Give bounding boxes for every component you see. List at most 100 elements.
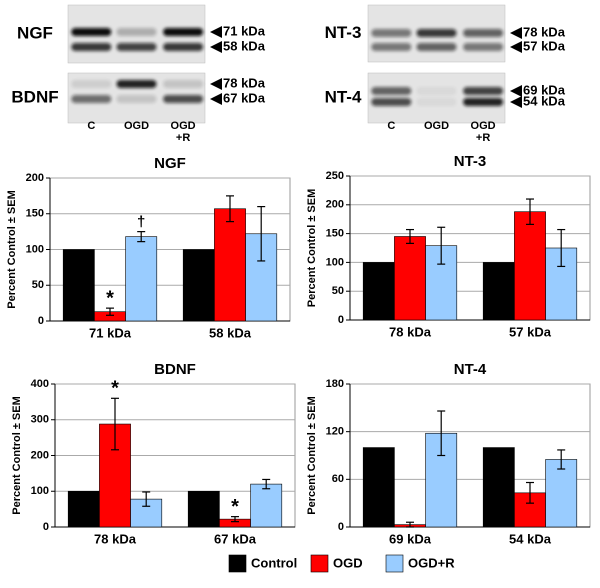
y-axis-label: Percent Control ± SEM bbox=[306, 189, 318, 308]
error-bar bbox=[111, 397, 119, 451]
marker-label: 78 kDa bbox=[523, 24, 566, 39]
bar bbox=[514, 492, 546, 528]
x-tick-label: 69 kDa bbox=[389, 531, 432, 546]
y-tick-label: 200 bbox=[26, 172, 44, 184]
error-bar bbox=[226, 195, 234, 223]
y-tick-label: 0 bbox=[38, 315, 44, 327]
bar bbox=[514, 211, 546, 321]
blot-band bbox=[371, 43, 412, 51]
significance-mark: * bbox=[231, 496, 239, 518]
lane-label: OGD +R bbox=[171, 120, 196, 144]
x-tick-label: 78 kDa bbox=[389, 324, 432, 339]
bar bbox=[62, 249, 95, 322]
blot-band bbox=[416, 29, 457, 37]
error-bar bbox=[262, 478, 271, 490]
y-tick-label: 400 bbox=[31, 378, 49, 390]
error-bar bbox=[526, 481, 534, 504]
blot-band bbox=[116, 95, 157, 103]
error-bar bbox=[406, 228, 414, 244]
blot-band bbox=[71, 80, 112, 88]
lane-label: OGD +R bbox=[471, 120, 496, 144]
y-tick-label: 180 bbox=[326, 378, 344, 390]
lane-label: C bbox=[87, 120, 95, 132]
marker-arrow bbox=[210, 93, 222, 105]
error-bar bbox=[526, 198, 534, 225]
legend-swatch bbox=[385, 554, 404, 573]
significance-mark: * bbox=[111, 378, 119, 400]
bar bbox=[187, 490, 220, 528]
marker-label: 54 kDa bbox=[523, 93, 566, 108]
blot-band bbox=[371, 87, 412, 95]
blot-band bbox=[463, 98, 504, 106]
legend-label: Control bbox=[251, 555, 297, 570]
y-axis-label: Percent Control ± SEM bbox=[306, 396, 318, 515]
x-tick-label: 54 kDa bbox=[509, 531, 552, 546]
marker-arrow bbox=[210, 26, 222, 38]
legend-label: OGD bbox=[333, 555, 363, 570]
blot-band bbox=[463, 43, 504, 51]
error-bar bbox=[137, 231, 146, 243]
significance-mark: † bbox=[137, 214, 145, 231]
y-tick-label: 50 bbox=[32, 279, 44, 291]
x-tick-label: 58 kDa bbox=[209, 325, 252, 340]
chart-title: NGF bbox=[154, 155, 186, 172]
y-tick-label: 60 bbox=[332, 473, 344, 485]
legend-label: OGD+R bbox=[408, 555, 455, 570]
blot-band bbox=[116, 43, 157, 51]
y-tick-label: 200 bbox=[31, 449, 49, 461]
blot-band bbox=[371, 29, 412, 37]
bar bbox=[362, 447, 395, 528]
blot-label: NGF bbox=[17, 23, 53, 42]
error-bar bbox=[557, 228, 566, 268]
chart-title: NT-3 bbox=[454, 153, 487, 170]
marker-arrow bbox=[210, 41, 222, 53]
error-bar bbox=[106, 307, 114, 316]
y-axis-label: Percent Control ± SEM bbox=[6, 190, 18, 309]
significance-mark: * bbox=[106, 287, 114, 309]
x-tick-label: 78 kDa bbox=[94, 531, 137, 546]
marker-label: 57 kDa bbox=[523, 38, 566, 53]
marker-arrow bbox=[510, 41, 522, 53]
bar bbox=[182, 249, 215, 322]
blot-band bbox=[463, 87, 504, 95]
marker-label: 58 kDa bbox=[223, 38, 266, 53]
blot-band bbox=[416, 43, 457, 51]
blot-band bbox=[163, 80, 204, 88]
legend-swatch bbox=[310, 554, 329, 573]
blot-band bbox=[116, 80, 157, 88]
error-bar bbox=[257, 206, 266, 262]
x-tick-label: 67 kDa bbox=[214, 531, 257, 546]
blot-band bbox=[116, 28, 157, 36]
marker-label: 67 kDa bbox=[223, 90, 266, 105]
legend-swatch bbox=[228, 554, 247, 573]
y-tick-label: 0 bbox=[338, 521, 344, 533]
marker-arrow bbox=[210, 78, 222, 90]
blot-band bbox=[416, 98, 457, 106]
marker-label: 78 kDa bbox=[223, 75, 266, 90]
error-bar bbox=[557, 449, 566, 470]
y-tick-label: 120 bbox=[326, 426, 344, 438]
error-bar bbox=[231, 516, 239, 523]
y-tick-label: 100 bbox=[31, 485, 49, 497]
x-tick-label: 57 kDa bbox=[509, 324, 552, 339]
blot-label: NT-3 bbox=[325, 23, 362, 42]
y-tick-label: 150 bbox=[326, 228, 344, 240]
y-tick-label: 200 bbox=[326, 199, 344, 211]
blot-band bbox=[71, 43, 112, 51]
bar bbox=[125, 236, 158, 322]
y-tick-label: 300 bbox=[31, 414, 49, 426]
x-tick-label: 71 kDa bbox=[89, 325, 132, 340]
y-tick-label: 0 bbox=[43, 521, 49, 533]
blot-band bbox=[163, 28, 204, 36]
error-bar bbox=[437, 410, 446, 457]
error-bar bbox=[406, 521, 414, 528]
blot-band bbox=[163, 95, 204, 103]
y-axis-label: Percent Control ± SEM bbox=[11, 396, 23, 515]
bar bbox=[362, 262, 395, 321]
lane-label: OGD bbox=[124, 120, 149, 132]
blot-band bbox=[163, 43, 204, 51]
bar bbox=[394, 236, 426, 321]
marker-label: 71 kDa bbox=[223, 23, 266, 38]
y-tick-label: 50 bbox=[332, 285, 344, 297]
